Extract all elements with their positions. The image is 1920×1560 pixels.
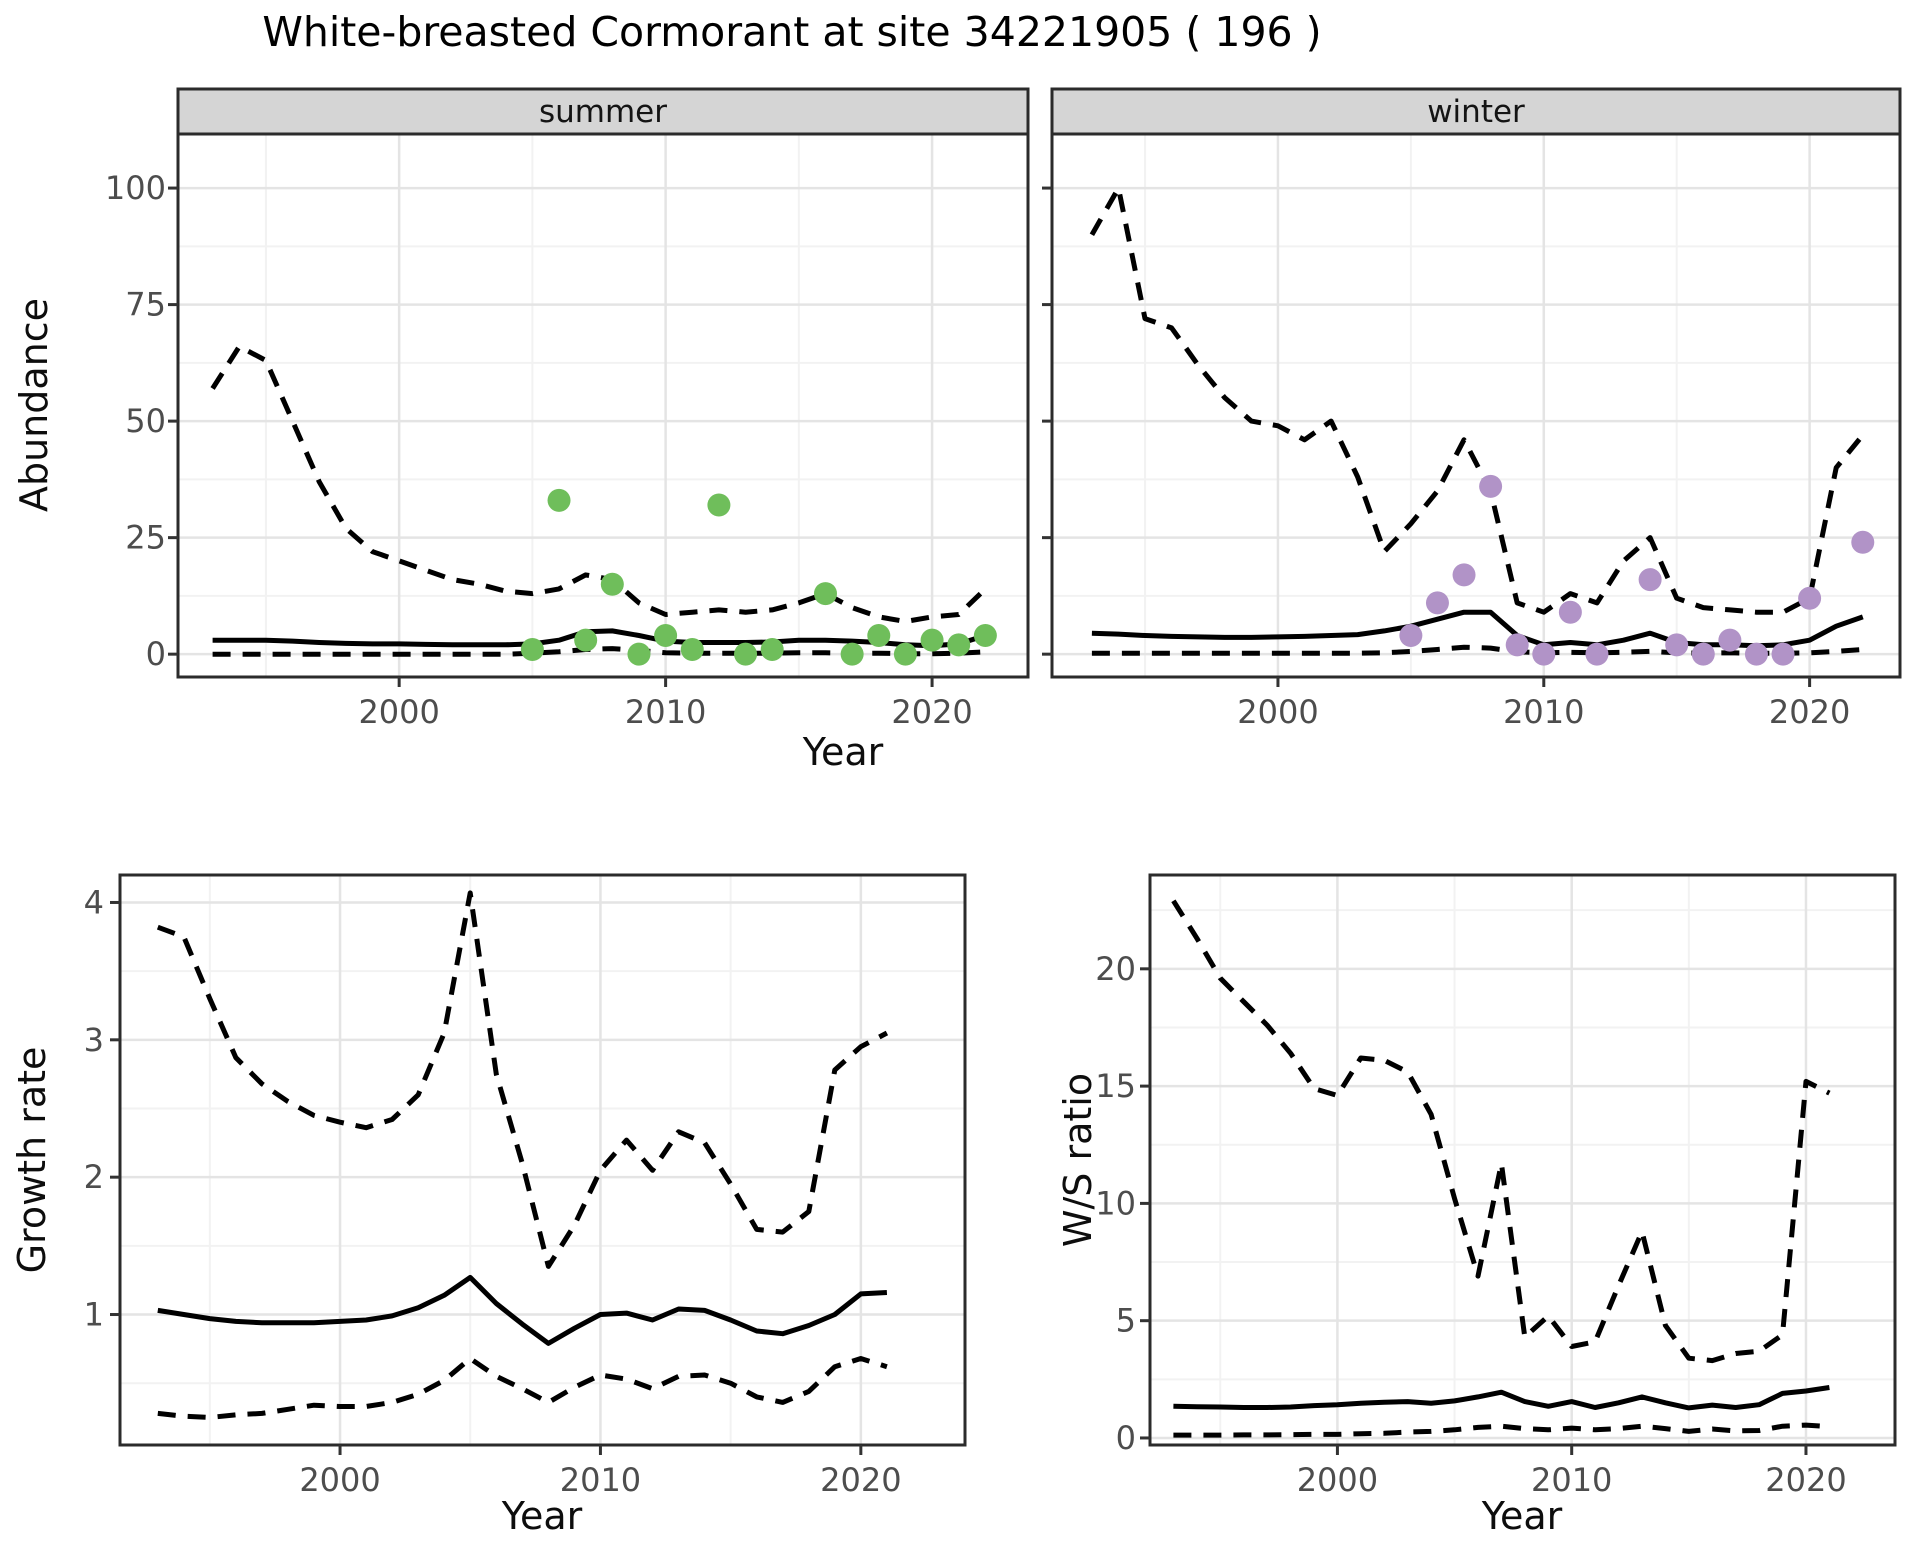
ws-y-tick-label: 15 <box>1095 1067 1136 1105</box>
winter-observation-point <box>1691 642 1715 666</box>
summer-observation-point <box>707 493 731 517</box>
growth-x-tick-label: 2010 <box>560 1461 641 1499</box>
summer-y-tick-label: 25 <box>125 519 166 557</box>
ws-panel-border <box>1148 873 1897 1447</box>
winter-observation-point <box>1399 624 1423 648</box>
winter-observation-point <box>1665 633 1689 657</box>
figure-title: White-breasted Cormorant at site 3422190… <box>262 8 1322 56</box>
growth-panel-background <box>120 875 965 1445</box>
winter-observation-point <box>1505 633 1529 657</box>
ws-y-tick-label: 10 <box>1095 1184 1136 1222</box>
summer-observation-point <box>920 628 944 652</box>
summer-observation-point <box>627 642 651 666</box>
ws-x-tick-label: 2020 <box>1765 1461 1846 1499</box>
winter-facet-strip <box>1050 87 1902 136</box>
summer-observation-point <box>893 642 917 666</box>
summer-y-tick-label: 100 <box>105 169 166 207</box>
growth-y-tick-label: 2 <box>84 1158 104 1196</box>
summer-observation-point <box>520 638 544 662</box>
year-axis-title-top: Year <box>802 730 884 774</box>
summer-observation-point <box>654 624 678 648</box>
winter-panel-border <box>1050 132 1902 679</box>
summer-observation-point <box>547 488 571 512</box>
growth-rate-axis-title: Growth rate <box>10 1046 54 1274</box>
growth-y-tick-label: 1 <box>84 1296 104 1334</box>
summer-observation-point <box>813 582 837 606</box>
ws-y-tick-label: 0 <box>1116 1419 1136 1457</box>
winter-panel-background <box>1052 134 1900 677</box>
winter-lower-ci-line <box>1091 644 1863 656</box>
ws-upper-ci-line <box>1171 899 1831 1364</box>
abundance-axis-title: Abundance <box>12 297 56 513</box>
growth-x-tick-label: 2020 <box>820 1461 901 1499</box>
winter-observation-point <box>1798 586 1822 610</box>
winter-observation-point <box>1558 600 1582 624</box>
summer-y-tick-label: 50 <box>125 402 166 440</box>
summer-observation-point <box>600 572 624 596</box>
facet-strip-label-summer: summer <box>538 94 668 130</box>
winter-observation-point <box>1851 530 1875 554</box>
ws-lower-ci-line <box>1173 1422 1830 1438</box>
summer-median-line <box>212 628 987 649</box>
growth-median-line <box>157 1274 888 1346</box>
winter-observation-point <box>1638 568 1662 592</box>
year-axis-title-bottom-left: Year <box>501 1494 583 1538</box>
ws-ratio-axis-title: W/S ratio <box>1056 1072 1100 1248</box>
winter-observation-point <box>1425 591 1449 615</box>
summer-observation-point <box>973 624 997 648</box>
growth-panel-border <box>118 873 967 1447</box>
summer-observation-point <box>680 638 704 662</box>
facet-strip-label-winter: winter <box>1427 94 1525 130</box>
summer-y-tick-label: 75 <box>125 286 166 324</box>
year-axis-title-bottom-right: Year <box>1481 1494 1563 1538</box>
winter-observation-point <box>1744 642 1768 666</box>
summer-observation-point <box>574 628 598 652</box>
winter-observation-point <box>1479 474 1503 498</box>
ws-panel-background <box>1150 875 1895 1445</box>
growth-upper-ci-line <box>156 890 889 1269</box>
ws-x-tick-label: 2000 <box>1297 1461 1378 1499</box>
ws-y-tick-label: 20 <box>1095 950 1136 988</box>
growth-y-tick-label: 4 <box>84 883 104 921</box>
summer-x-tick-label: 2020 <box>891 693 972 731</box>
winter-observation-point <box>1452 563 1476 587</box>
winter-x-tick-label: 2020 <box>1769 693 1850 731</box>
ws-y-tick-label: 5 <box>1116 1302 1136 1340</box>
summer-observation-point <box>760 638 784 662</box>
summer-observation-point <box>840 642 864 666</box>
summer-upper-ci-line <box>210 344 988 624</box>
ws-median-line <box>1173 1385 1830 1411</box>
summer-observation-point <box>947 633 971 657</box>
summer-x-tick-label: 2000 <box>358 693 439 731</box>
ws-x-tick-label: 2010 <box>1531 1461 1612 1499</box>
winter-x-tick-label: 2010 <box>1503 693 1584 731</box>
summer-panel-border <box>176 132 1030 679</box>
summer-observation-point <box>734 642 758 666</box>
summer-x-tick-label: 2010 <box>625 693 706 731</box>
growth-y-tick-label: 3 <box>84 1021 104 1059</box>
winter-observation-point <box>1532 642 1556 666</box>
winter-observation-point <box>1771 642 1795 666</box>
growth-x-tick-label: 2000 <box>299 1461 380 1499</box>
winter-upper-ci-line <box>1089 185 1865 615</box>
winter-observation-point <box>1585 642 1609 666</box>
growth-lower-ci-line <box>157 1356 888 1420</box>
summer-y-tick-label: 0 <box>146 635 166 673</box>
summer-observation-point <box>867 624 891 648</box>
winter-observation-point <box>1718 628 1742 652</box>
winter-x-tick-label: 2000 <box>1237 693 1318 731</box>
